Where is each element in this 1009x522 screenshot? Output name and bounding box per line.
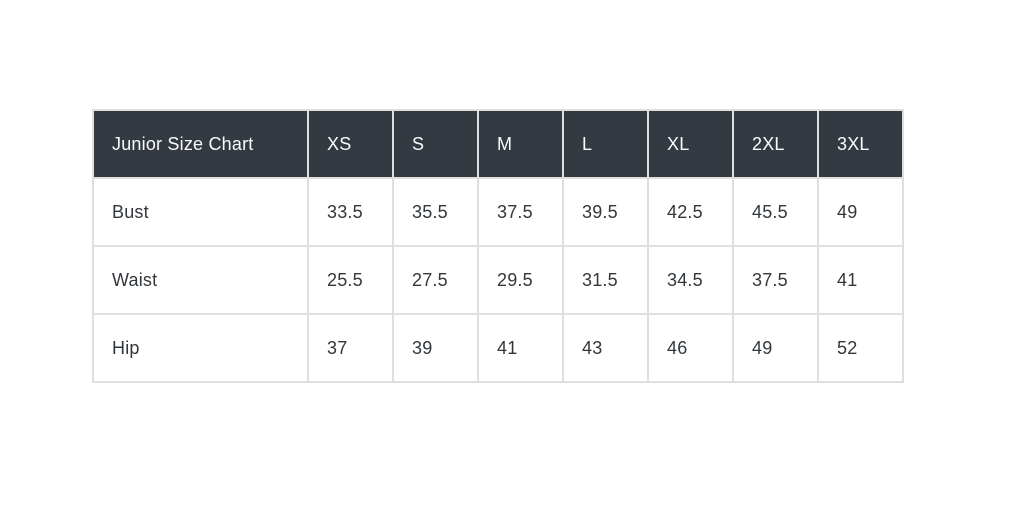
header-cell-l: L (562, 109, 649, 179)
cell-hip-s: 39 (392, 313, 479, 383)
header-cell-xs: XS (307, 109, 394, 179)
header-cell-s: S (392, 109, 479, 179)
cell-waist-m: 29.5 (477, 245, 564, 315)
cell-hip-2xl: 49 (732, 313, 819, 383)
cell-bust-s: 35.5 (392, 177, 479, 247)
cell-hip-3xl: 52 (817, 313, 904, 383)
size-chart-body: Bust 33.5 35.5 37.5 39.5 42.5 45.5 49 Wa… (92, 177, 904, 383)
cell-bust-3xl: 49 (817, 177, 904, 247)
cell-waist-s: 27.5 (392, 245, 479, 315)
header-cell-3xl: 3XL (817, 109, 904, 179)
row-label-bust: Bust (92, 177, 309, 247)
header-row: Junior Size Chart XS S M L XL 2XL 3XL (92, 109, 904, 179)
header-cell-xl: XL (647, 109, 734, 179)
cell-bust-xs: 33.5 (307, 177, 394, 247)
header-cell-m: M (477, 109, 564, 179)
cell-waist-2xl: 37.5 (732, 245, 819, 315)
cell-bust-xl: 42.5 (647, 177, 734, 247)
cell-bust-l: 39.5 (562, 177, 649, 247)
cell-hip-xl: 46 (647, 313, 734, 383)
row-label-waist: Waist (92, 245, 309, 315)
cell-bust-2xl: 45.5 (732, 177, 819, 247)
header-cell-title: Junior Size Chart (92, 109, 309, 179)
table-row-bust: Bust 33.5 35.5 37.5 39.5 42.5 45.5 49 (92, 177, 904, 247)
junior-size-chart-table: Junior Size Chart XS S M L XL 2XL 3XL Bu… (92, 109, 904, 383)
table-row-waist: Waist 25.5 27.5 29.5 31.5 34.5 37.5 41 (92, 245, 904, 315)
row-label-hip: Hip (92, 313, 309, 383)
table-row-hip: Hip 37 39 41 43 46 49 52 (92, 313, 904, 383)
header-cell-2xl: 2XL (732, 109, 819, 179)
cell-waist-xs: 25.5 (307, 245, 394, 315)
cell-bust-m: 37.5 (477, 177, 564, 247)
cell-hip-xs: 37 (307, 313, 394, 383)
size-chart-header: Junior Size Chart XS S M L XL 2XL 3XL (92, 109, 904, 179)
cell-waist-l: 31.5 (562, 245, 649, 315)
cell-hip-l: 43 (562, 313, 649, 383)
cell-hip-m: 41 (477, 313, 564, 383)
cell-waist-3xl: 41 (817, 245, 904, 315)
cell-waist-xl: 34.5 (647, 245, 734, 315)
